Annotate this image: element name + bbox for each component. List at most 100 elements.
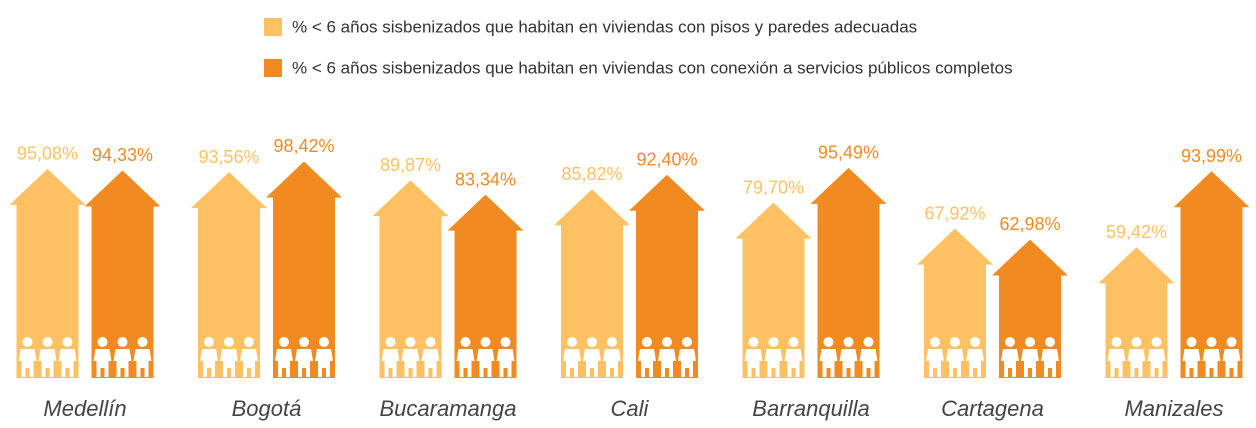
child-icon: [1001, 337, 1019, 377]
child-icon: [401, 337, 420, 377]
child-head: [1186, 337, 1197, 347]
category-label: Bogotá: [232, 396, 302, 421]
child-icon: [1182, 337, 1201, 377]
child-head: [385, 337, 396, 347]
child-icon: [113, 337, 132, 377]
child-head: [1025, 337, 1035, 347]
child-head: [117, 337, 128, 347]
child-icon: [295, 337, 313, 377]
child-icon: [1107, 337, 1126, 377]
arrow-bar: [191, 172, 267, 378]
child-icon: [658, 337, 676, 377]
child-icon: [421, 337, 440, 377]
arrow-bar: [372, 180, 449, 378]
child-icon: [38, 337, 57, 377]
child-body: [744, 349, 763, 377]
child-body: [38, 349, 57, 377]
child-icon: [220, 337, 238, 377]
child-body: [93, 349, 112, 377]
category-label: Cali: [611, 396, 650, 421]
child-head: [299, 337, 309, 347]
value-label: 95,08%: [17, 144, 78, 164]
child-head: [1131, 337, 1142, 347]
child-icon: [381, 337, 400, 377]
child-body: [421, 349, 440, 377]
child-body: [1001, 349, 1019, 377]
child-body: [819, 349, 838, 377]
child-body: [946, 349, 964, 377]
child-head: [22, 337, 33, 347]
child-body: [638, 349, 656, 377]
child-head: [244, 337, 254, 347]
child-body: [275, 349, 293, 377]
child-head: [460, 337, 471, 347]
child-icon: [1222, 337, 1241, 377]
child-head: [1045, 337, 1055, 347]
child-body: [1182, 349, 1201, 377]
child-body: [113, 349, 132, 377]
child-head: [97, 337, 108, 347]
child-head: [970, 337, 980, 347]
child-head: [950, 337, 960, 347]
value-label: 83,34%: [455, 169, 516, 189]
value-label: 89,87%: [380, 155, 441, 175]
child-head: [1226, 337, 1237, 347]
child-icon: [744, 337, 763, 377]
child-body: [563, 349, 581, 377]
child-icon: [315, 337, 333, 377]
child-icon: [275, 337, 293, 377]
child-head: [642, 337, 652, 347]
child-body: [1202, 349, 1221, 377]
child-head: [567, 337, 577, 347]
category-label: Cartagena: [941, 396, 1044, 421]
child-body: [658, 349, 676, 377]
child-body: [18, 349, 37, 377]
child-body: [315, 349, 333, 377]
legend-swatch: [264, 18, 282, 36]
child-icon: [200, 337, 218, 377]
child-body: [926, 349, 944, 377]
arrow-bar: [554, 189, 630, 378]
child-head: [1111, 337, 1122, 347]
child-head: [930, 337, 940, 347]
child-body: [839, 349, 858, 377]
child-body: [583, 349, 601, 377]
child-icon: [678, 337, 696, 377]
child-head: [863, 337, 874, 347]
child-head: [405, 337, 416, 347]
child-body: [496, 349, 515, 377]
child-icon: [784, 337, 803, 377]
arrow-bar: [629, 174, 705, 378]
child-body: [1147, 349, 1166, 377]
arrow-bar: [1173, 171, 1250, 378]
child-head: [768, 337, 779, 347]
child-icon: [839, 337, 858, 377]
child-body: [381, 349, 400, 377]
value-label: 93,99%: [1181, 146, 1242, 166]
child-head: [587, 337, 597, 347]
child-head: [1206, 337, 1217, 347]
child-icon: [946, 337, 964, 377]
child-body: [220, 349, 238, 377]
child-head: [823, 337, 834, 347]
child-head: [843, 337, 854, 347]
child-head: [204, 337, 214, 347]
child-body: [966, 349, 984, 377]
child-head: [1151, 337, 1162, 347]
arrow-bar: [810, 167, 887, 378]
child-head: [607, 337, 617, 347]
value-label: 94,33%: [92, 145, 153, 165]
category-label: Bucaramanga: [380, 396, 517, 421]
child-icon: [1202, 337, 1221, 377]
category-label: Manizales: [1124, 396, 1223, 421]
child-head: [137, 337, 148, 347]
child-icon: [133, 337, 152, 377]
child-body: [1041, 349, 1059, 377]
value-label: 67,92%: [924, 203, 985, 223]
child-icon: [93, 337, 112, 377]
arrow-bar: [84, 170, 161, 378]
child-body: [603, 349, 621, 377]
child-icon: [496, 337, 515, 377]
category-label: Barranquilla: [752, 396, 869, 421]
